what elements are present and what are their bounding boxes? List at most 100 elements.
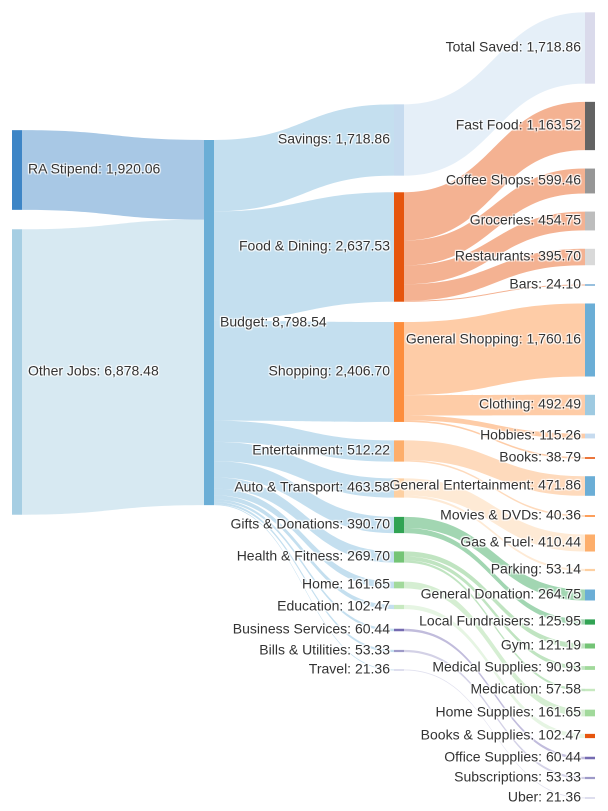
node-medication[interactable] <box>585 688 595 692</box>
link-budget-to-health[interactable] <box>214 477 394 563</box>
link-budget-to-savings[interactable] <box>214 104 394 212</box>
node-ra[interactable] <box>12 130 22 210</box>
link-shopping-to-genshop[interactable] <box>404 303 585 396</box>
link-budget-to-food[interactable] <box>214 192 394 321</box>
node-label-bills: Bills & Utilities: 53.33 <box>259 642 390 658</box>
link-budget-to-edu[interactable] <box>214 495 394 610</box>
node-booksup[interactable] <box>585 733 595 739</box>
node-uber[interactable] <box>585 797 595 799</box>
node-other[interactable] <box>12 229 22 515</box>
node-label-budget: Budget: 8,798.54 <box>220 314 327 330</box>
node-travel[interactable] <box>394 669 404 671</box>
node-edu[interactable] <box>394 604 404 610</box>
link-ent-to-movies[interactable] <box>404 459 585 517</box>
node-coffee[interactable] <box>585 168 595 194</box>
link-bills-to-subs[interactable] <box>404 649 585 780</box>
link-health-to-medication[interactable] <box>404 560 585 692</box>
node-biz[interactable] <box>394 628 404 632</box>
link-budget-to-shopping[interactable] <box>214 320 394 422</box>
node-home[interactable] <box>394 581 404 589</box>
node-label-gym: Gym: 121.19 <box>501 637 581 653</box>
link-health-to-gym[interactable] <box>404 551 585 649</box>
node-shopping[interactable] <box>394 322 404 422</box>
node-bars[interactable] <box>585 284 595 286</box>
node-label-hobbies: Hobbies: 115.26 <box>480 427 581 443</box>
link-shopping-to-clothing[interactable] <box>404 394 585 416</box>
node-bills[interactable] <box>394 649 404 653</box>
node-savings[interactable] <box>394 104 404 176</box>
node-office[interactable] <box>585 756 595 760</box>
node-gas[interactable] <box>585 534 595 552</box>
node-auto[interactable] <box>394 478 404 498</box>
link-budget-to-auto[interactable] <box>214 441 394 498</box>
link-shopping-to-hobbies[interactable] <box>404 415 585 439</box>
node-local[interactable] <box>585 619 595 625</box>
node-gendon[interactable] <box>585 589 595 601</box>
node-label-bars: Bars: 24.10 <box>509 276 581 292</box>
node-restaurants[interactable] <box>585 248 595 266</box>
link-health-to-medsup[interactable] <box>404 556 585 670</box>
node-label-movies: Movies & DVDs: 40.36 <box>440 507 581 523</box>
node-gym[interactable] <box>585 643 595 649</box>
node-label-groceries: Groceries: 454.75 <box>470 212 581 228</box>
link-biz-to-office[interactable] <box>404 628 585 760</box>
nodes-layer <box>12 12 595 799</box>
link-edu-to-booksup[interactable] <box>404 604 585 739</box>
node-ent[interactable] <box>394 440 404 462</box>
link-food-to-groceries[interactable] <box>404 211 585 285</box>
node-food[interactable] <box>394 192 404 302</box>
link-ra-to-budget[interactable] <box>22 130 204 220</box>
link-food-to-bars[interactable] <box>404 284 585 302</box>
node-label-ent: Entertainment: 512.22 <box>252 442 390 458</box>
node-fastfood[interactable] <box>585 101 595 151</box>
link-budget-to-bills[interactable] <box>214 502 394 653</box>
node-health[interactable] <box>394 551 404 563</box>
link-gifts-to-local[interactable] <box>404 527 585 625</box>
node-label-savings: Savings: 1,718.86 <box>278 131 390 147</box>
node-label-other: Other Jobs: 6,878.48 <box>28 363 159 379</box>
node-medsup[interactable] <box>585 666 595 670</box>
node-label-medsup: Medical Supplies: 90.93 <box>432 659 581 675</box>
node-clothing[interactable] <box>585 394 595 416</box>
node-label-biz: Business Services: 60.44 <box>233 621 390 637</box>
link-budget-to-biz[interactable] <box>214 499 394 632</box>
link-food-to-coffee[interactable] <box>404 168 585 266</box>
link-food-to-restaurants[interactable] <box>404 248 585 301</box>
node-movies[interactable] <box>585 515 595 517</box>
node-label-medication: Medication: 57.58 <box>470 681 581 697</box>
node-genshop[interactable] <box>585 303 595 377</box>
node-groceries[interactable] <box>585 211 595 231</box>
link-auto-to-parking[interactable] <box>404 495 585 572</box>
node-label-booksup: Books & Supplies: 102.47 <box>421 727 582 743</box>
link-gifts-to-gendon[interactable] <box>404 516 585 601</box>
node-label-local: Local Fundraisers: 125.95 <box>419 613 581 629</box>
node-label-genshop: General Shopping: 1,760.16 <box>406 331 581 347</box>
link-budget-to-home[interactable] <box>214 488 394 589</box>
link-food-to-fastfood[interactable] <box>404 101 585 241</box>
link-auto-to-gas[interactable] <box>404 478 585 552</box>
node-budget[interactable] <box>204 140 214 506</box>
node-homesup[interactable] <box>585 709 595 717</box>
link-other-to-budget[interactable] <box>22 219 204 515</box>
node-saved[interactable] <box>585 12 595 84</box>
node-label-coffee: Coffee Shops: 599.46 <box>446 172 581 188</box>
link-home-to-homesup[interactable] <box>404 581 585 717</box>
node-parking[interactable] <box>585 568 595 572</box>
node-books[interactable] <box>585 457 595 459</box>
link-ent-to-genent[interactable] <box>404 440 585 496</box>
node-gifts[interactable] <box>394 516 404 534</box>
node-hobbies[interactable] <box>585 433 595 439</box>
link-shopping-to-books[interactable] <box>404 420 585 459</box>
link-budget-to-gifts[interactable] <box>214 461 394 534</box>
node-genent[interactable] <box>585 476 595 496</box>
node-label-home: Home: 161.65 <box>302 576 390 592</box>
node-label-books: Books: 38.79 <box>499 449 581 465</box>
link-savings-to-saved[interactable] <box>404 12 585 176</box>
node-subs[interactable] <box>585 776 595 780</box>
node-label-travel: Travel: 21.36 <box>309 661 390 677</box>
link-budget-to-ent[interactable] <box>214 420 394 462</box>
link-budget-to-travel[interactable] <box>214 504 394 671</box>
link-travel-to-uber[interactable] <box>404 669 585 799</box>
node-label-office: Office Supplies: 60.44 <box>444 749 581 765</box>
